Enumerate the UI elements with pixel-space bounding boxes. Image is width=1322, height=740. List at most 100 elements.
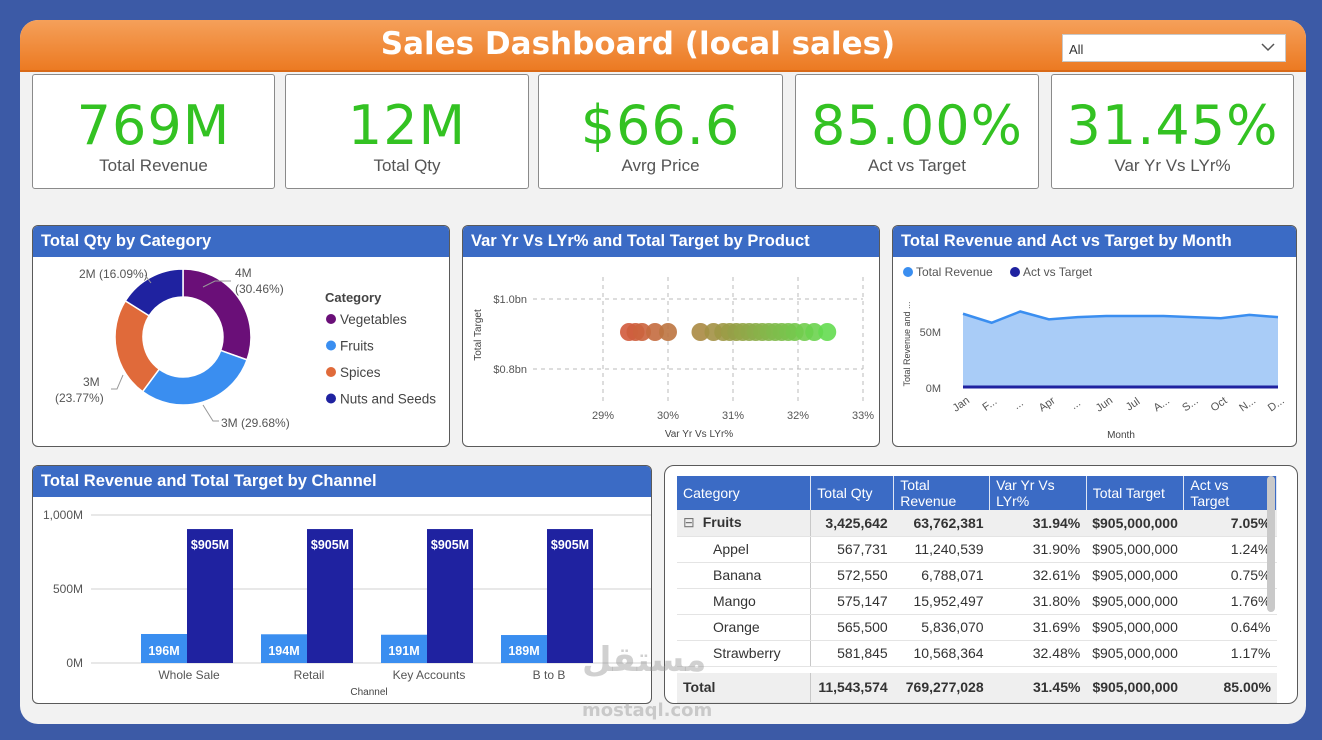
donut-label-veg: 4M [235,266,252,280]
cell: 1.76% [1183,588,1277,615]
kpi-value: 12M [347,94,467,157]
cell: Total [677,671,812,703]
bar-total-target[interactable] [547,529,593,663]
scatter-point[interactable] [691,323,710,341]
donut-label-spices-pct: (23.77%) [55,391,104,405]
x-tick-label: ... [1011,397,1025,412]
scatter-point[interactable] [805,323,824,341]
legend-label-revenue: Total Revenue [916,265,993,279]
cell: 11,543,574 [810,671,894,703]
bar-total-target[interactable] [187,529,233,663]
table-scrollbar[interactable] [1267,476,1275,612]
cell: 565,500 [810,614,894,641]
cell: 1.17% [1183,640,1277,667]
column-header[interactable]: Total Revenue [893,476,991,510]
column-header[interactable]: Total Target [1086,476,1185,510]
cell: $905,000,000 [1086,588,1184,615]
kpi-label: Total Qty [373,156,441,175]
filter-dropdown[interactable]: All [1062,34,1286,62]
cell: Fruits [702,514,742,531]
table-row[interactable]: Mango 575,147 15,952,497 31.80% $905,000,000… [677,588,1277,615]
legend-dot [326,340,336,351]
cell: 3,425,642 [810,510,894,537]
kpi-label: Avrg Price [621,156,700,175]
collapse-icon[interactable]: ⊟ [683,514,695,531]
area-chart-card[interactable]: Total Revenue and Act vs Target by Month… [892,225,1297,447]
scatter-point[interactable] [646,323,664,341]
kpi-card-var-yr: 31.45% Var Yr Vs LYr% [1051,74,1294,189]
bar-data-label: 189M [508,644,539,658]
table-row[interactable]: Strawberry 581,845 10,568,364 32.48% $905,00… [677,640,1277,667]
scatter-point[interactable] [818,323,837,341]
y-tick-label: 500M [53,582,83,596]
donut-slice-fruits[interactable] [141,349,248,406]
kpi-value: 85.00% [811,94,1023,157]
bar-total-revenue[interactable] [141,633,187,663]
cell: 1.24% [1183,536,1277,563]
legend-title: Category [325,290,382,305]
watermark-text: mostaql.com [582,700,713,721]
x-tick-label: Retail [294,668,325,682]
scatter-point[interactable] [659,323,677,341]
bar-data-label: 194M [268,644,299,658]
bar-data-label: 191M [388,644,419,658]
x-tick-label: S... [1180,395,1200,414]
bar-chart-card[interactable]: Total Revenue and Total Target by Channe… [32,465,652,704]
kpi-label: Act vs Target [868,156,966,175]
y-tick-label: $1.0bn [493,294,527,306]
x-tick-label: Apr [1037,395,1058,415]
cell: Appel [677,536,812,563]
cell: $905,000,000 [1086,640,1184,667]
legend-dot [326,314,336,324]
donut-slice-nuts-and-seeds[interactable] [124,268,184,317]
y-tick-label: $0.8bn [493,364,527,376]
cell: 7.05% [1183,510,1277,537]
cell: 575,147 [810,588,894,615]
x-tick-label: N... [1237,395,1258,415]
cell: 31.80% [989,588,1087,615]
x-tick-label: F... [980,395,999,413]
column-header[interactable]: Category [677,476,812,510]
cell: 31.69% [989,614,1087,641]
bar-total-revenue[interactable] [501,635,547,663]
table-row[interactable]: Appel 567,731 11,240,539 31.90% $905,000,000… [677,536,1277,563]
cell: 567,731 [810,536,894,563]
chevron-down-icon [1261,43,1275,52]
scatter-chart-card[interactable]: Var Yr Vs LYr% and Total Target by Produ… [462,225,880,447]
table-group-row[interactable]: ⊟ Fruits 3,425,642 63,762,381 31.94% $905… [677,510,1277,537]
x-tick-label: 31% [722,410,744,422]
page-title: Sales Dashboard (local sales) [380,26,896,62]
bar-total-revenue[interactable] [381,634,427,663]
scatter-point[interactable] [633,323,651,341]
table-row[interactable]: Orange 565,500 5,836,070 31.69% $905,000,000… [677,614,1277,641]
kpi-value: 769M [76,94,231,157]
scatter-chart: $1.0bn $0.8bn 29% 30% 31% 32% 33% Var Yr Vs LYr… [473,277,874,440]
cell: Orange [677,614,812,641]
cell: 15,952,497 [893,588,990,615]
column-header[interactable]: Act vs Target [1183,476,1277,510]
legend-item: Fruits [340,339,374,354]
line-total-revenue[interactable] [962,310,1279,325]
column-header[interactable]: Var Yr Vs LYr% [989,476,1087,510]
cell: 769,277,028 [893,671,990,703]
y-axis-title: Total Target [473,309,484,361]
cell: 32.61% [989,562,1087,589]
bar-total-revenue[interactable] [261,634,307,663]
kpi-label: Var Yr Vs LYr% [1114,156,1231,175]
donut-chart-card[interactable]: Total Qty by Category 4M (30.46%) 3M (29… [32,225,450,447]
x-axis-title: Var Yr Vs LYr% [665,429,733,440]
y-axis-title: Total Revenue and ... [902,301,912,386]
table-total-row: Total 11,543,574 769,277,028 31.45% $905… [677,671,1277,703]
x-tick-label: 32% [787,410,809,422]
bar-total-target[interactable] [307,529,353,663]
filter-dropdown-value: All [1069,42,1084,57]
column-header[interactable]: Total Qty [810,476,895,510]
cell: 5,836,070 [893,614,990,641]
cell: $905,000,000 [1086,510,1184,537]
donut-label-nuts: 2M (16.09%) [79,267,148,281]
x-tick-label: 29% [592,410,614,422]
table-row[interactable]: Banana 572,550 6,788,071 32.61% $905,000,000… [677,562,1277,589]
bar-total-target[interactable] [427,529,473,663]
matrix-table-card[interactable]: Category Total Qty Total Revenue Var Yr … [664,465,1298,704]
x-tick-label: 33% [852,410,874,422]
